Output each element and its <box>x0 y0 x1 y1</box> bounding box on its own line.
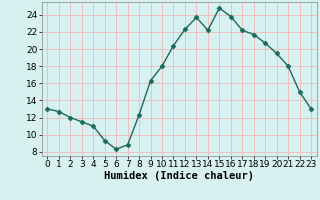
X-axis label: Humidex (Indice chaleur): Humidex (Indice chaleur) <box>104 171 254 181</box>
